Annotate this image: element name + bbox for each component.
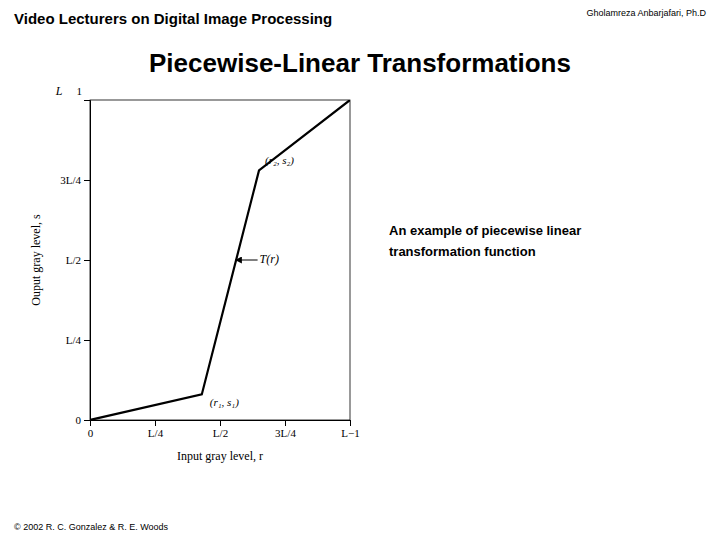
chart: Piecewise-Linear Transformations 0 L/4 L/2 3… <box>0 0 720 540</box>
tick-label: 0 <box>88 427 94 439</box>
tick-mark <box>84 260 90 261</box>
tick-mark <box>84 340 90 341</box>
plot-frame <box>90 100 350 420</box>
tick-mark <box>220 420 221 426</box>
tick: 3L/4 <box>60 174 90 186</box>
point-label: (r₁, s₁) <box>210 396 239 409</box>
tick: 0 <box>76 414 91 426</box>
tick-mark <box>285 420 286 426</box>
tick: L/4 <box>66 334 90 346</box>
title: Piecewise-Linear Transformations <box>149 48 571 78</box>
marks <box>90 100 350 420</box>
tick: L/2 <box>213 420 228 439</box>
axis-line <box>91 421 351 427</box>
tick-mark <box>350 420 351 426</box>
y-axis: 0 L/4 L/2 3L/4 <box>60 101 90 427</box>
point-label: (r₂, s₂) <box>265 154 294 167</box>
tick-mark <box>84 420 90 421</box>
side-note: An example of piecewise linear <box>389 223 581 238</box>
axis-corner-label: L <box>55 84 63 98</box>
y-axis-title: Ouput gray level, s <box>29 214 43 306</box>
tick-label: 3L/4 <box>60 174 81 186</box>
tick-label: 3L/4 <box>275 427 296 439</box>
side-note: transformation function <box>389 244 536 259</box>
axis-line <box>84 101 91 421</box>
tick-label: 0 <box>76 414 82 426</box>
header-left: Video Lecturers on Digital Image Process… <box>14 10 332 27</box>
annotation-arrow <box>236 260 258 261</box>
tick: L−1 <box>341 420 359 439</box>
tick: 3L/4 <box>275 420 296 439</box>
tick-label: L/4 <box>148 427 164 439</box>
tick-label: L/4 <box>66 334 82 346</box>
tick-label: L−1 <box>341 427 359 439</box>
annotation: T(r) <box>260 252 279 266</box>
tick-mark <box>84 180 90 181</box>
plot: 0 L/4 L/2 3L/4 L−1 0 L/4 L/2 3L/4 <box>60 100 360 439</box>
x-axis: 0 L/4 L/2 3L/4 L−1 <box>88 420 360 439</box>
tick-label: L/2 <box>213 427 228 439</box>
x-axis-title: Input gray level, r <box>177 449 263 463</box>
copyright: © 2002 R. C. Gonzalez & R. E. Woods <box>14 522 169 532</box>
tick: L/4 <box>148 420 164 439</box>
axis-corner-label: 1 <box>77 85 83 97</box>
tick: L/2 <box>66 254 90 266</box>
tick-mark <box>155 420 156 426</box>
tick: 0 <box>88 420 94 439</box>
header-right: Gholamreza Anbarjafari, Ph.D <box>586 8 706 18</box>
line <box>90 100 350 420</box>
tick-label: L/2 <box>66 254 81 266</box>
